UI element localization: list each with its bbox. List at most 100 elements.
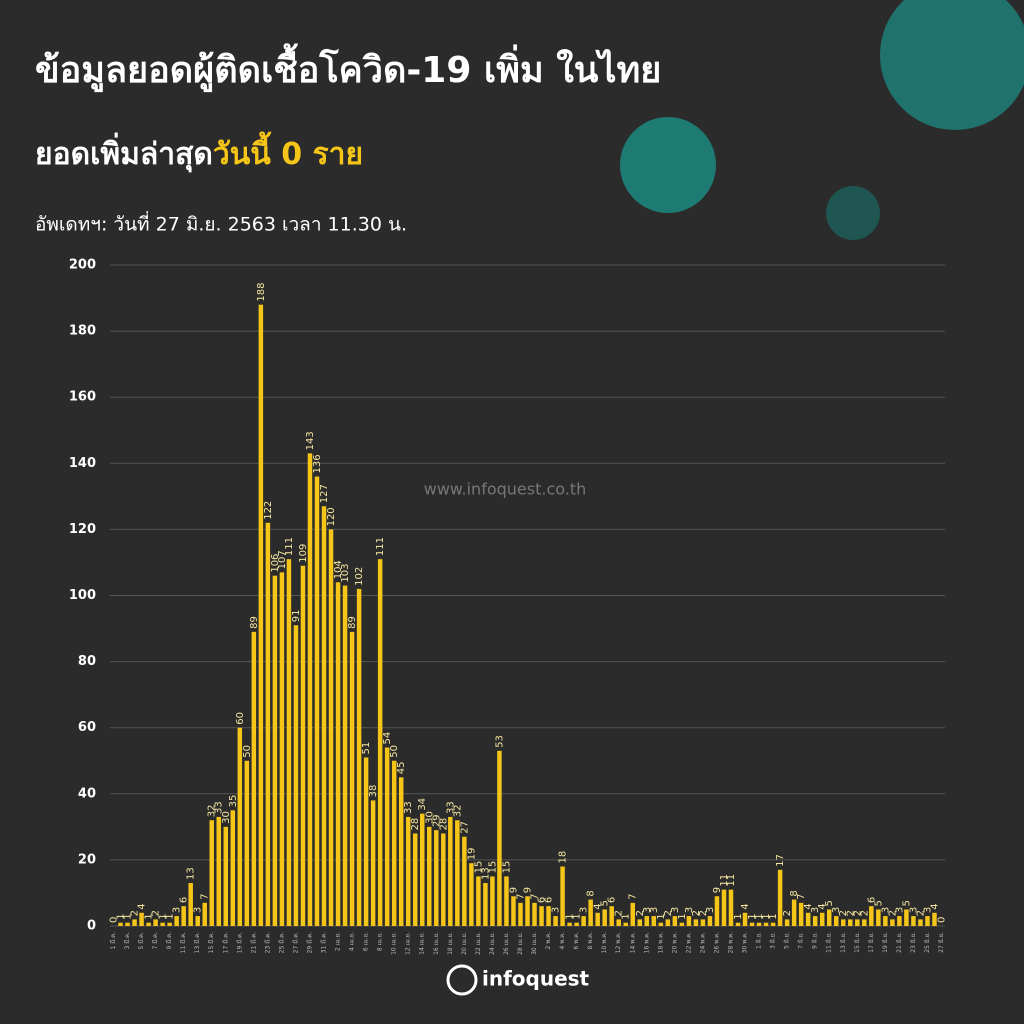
y-tick-label: 40 (78, 786, 96, 801)
value-label: 6 (607, 897, 618, 903)
value-label: 1 (565, 913, 576, 919)
bar (890, 919, 895, 926)
bar (202, 902, 207, 926)
value-label: 30 (221, 811, 232, 824)
bar (644, 916, 650, 926)
value-label: 7 (530, 893, 541, 899)
bar (546, 906, 551, 926)
value-label: 33 (403, 801, 414, 814)
bar (798, 902, 804, 926)
bar (258, 304, 264, 926)
x-tick-label: 4 พ.ค. (559, 932, 566, 950)
value-label: 45 (396, 762, 407, 775)
x-tick-label: 10 เม.ย. (391, 932, 398, 955)
bar (363, 757, 369, 926)
bar (427, 826, 432, 926)
bar (405, 816, 411, 926)
update-note: อัพเดทฯ: วันที่ 27 มิ.ย. 2563 เวลา 11.30… (35, 211, 407, 236)
value-label: 33 (445, 801, 456, 814)
value-label: 2 (887, 910, 898, 916)
bar (476, 876, 481, 926)
bar (146, 922, 151, 926)
bar (251, 631, 257, 926)
value-label: 127 (319, 484, 330, 503)
x-tick-label: 25 มิ.ย. (924, 932, 931, 953)
value-label: 13 (480, 867, 491, 880)
value-label: 2 (614, 910, 625, 916)
bar (504, 876, 509, 926)
x-tick-label: 23 มิ.ย. (910, 932, 917, 953)
value-label: 38 (368, 785, 379, 798)
bar (370, 800, 376, 926)
bar (602, 909, 607, 926)
bar (560, 866, 565, 926)
value-label: 103 (340, 563, 351, 582)
value-label: 111 (284, 537, 295, 556)
bar (377, 559, 383, 926)
bar (826, 909, 832, 926)
x-tick-label: 30 พ.ค. (742, 932, 749, 953)
value-label: 6 (866, 897, 877, 903)
bar (686, 916, 692, 926)
value-label: 8 (789, 890, 800, 896)
bar (756, 922, 762, 926)
x-tick-label: 16 เม.ย. (433, 932, 440, 955)
x-tick-label: 12 เม.ย. (405, 932, 412, 955)
bar (763, 922, 769, 926)
value-label: 3 (831, 907, 842, 913)
value-label: 2 (691, 910, 702, 916)
bar (448, 816, 453, 926)
value-label: 1 (747, 913, 758, 919)
value-label: 29 (431, 814, 442, 827)
value-label: 50 (389, 745, 400, 758)
value-label: 28 (438, 818, 449, 831)
bar (651, 916, 657, 926)
value-label: 102 (354, 567, 365, 586)
value-label: 11 (726, 874, 737, 887)
x-tick-label: 23 มี.ค. (263, 932, 271, 953)
bar (349, 631, 355, 926)
bar (441, 833, 446, 926)
x-tick-label: 26 พ.ค. (713, 932, 720, 953)
x-tick-label: 22 เม.ย. (475, 932, 482, 955)
value-label: 8 (586, 890, 597, 896)
value-label: 30 (424, 811, 435, 824)
x-tick-label: 14 เม.ย. (419, 932, 426, 955)
bar (918, 919, 923, 926)
bar (728, 889, 734, 926)
bar (841, 919, 846, 926)
bar (455, 820, 460, 926)
bar (581, 916, 586, 926)
y-tick-label: 20 (78, 852, 96, 867)
value-label: 107 (277, 550, 288, 569)
value-label: 3 (810, 907, 821, 913)
bar (497, 750, 502, 926)
bar (616, 919, 621, 926)
value-label: 9 (508, 887, 519, 893)
x-tick-label: 30 เม.ย. (531, 932, 538, 955)
x-tick-label: 17 มี.ค. (221, 932, 229, 953)
bar (237, 727, 243, 926)
x-tick-label: 11 มี.ค. (179, 932, 187, 953)
bar (216, 816, 222, 926)
x-tick-label: 28 เม.ย. (517, 932, 524, 955)
bar (784, 919, 790, 926)
x-tick-label: 6 เม.ย. (363, 932, 370, 951)
value-label: 2 (663, 910, 674, 916)
bar (462, 836, 467, 926)
value-label: 3 (670, 907, 681, 913)
bar (805, 912, 811, 926)
value-label: 5 (600, 900, 611, 906)
x-tick-label: 20 เม.ย. (461, 932, 468, 955)
value-label: 1 (761, 913, 772, 919)
value-label: 1 (621, 913, 632, 919)
bar (525, 896, 530, 926)
bar (335, 582, 341, 926)
bar (314, 476, 320, 926)
value-label: 1 (733, 913, 744, 919)
bar (412, 833, 418, 926)
value-label: 3 (705, 907, 716, 913)
value-label: 54 (382, 732, 393, 745)
x-tick-label: 4 เม.ย. (349, 932, 356, 951)
bar (637, 919, 643, 926)
